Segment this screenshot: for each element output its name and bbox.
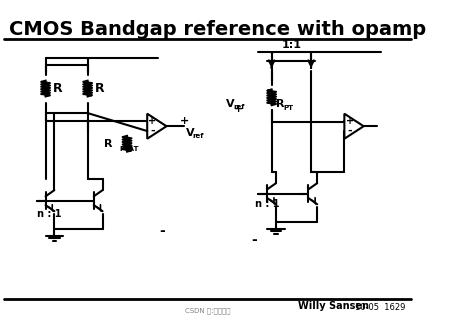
Text: R: R — [104, 139, 112, 149]
Text: +: + — [148, 117, 156, 126]
Text: V: V — [186, 128, 194, 138]
Text: n : 1: n : 1 — [37, 209, 61, 219]
Text: +: + — [234, 104, 243, 114]
Text: R: R — [95, 82, 104, 95]
Text: CMOS Bandgap reference with opamp: CMOS Bandgap reference with opamp — [9, 20, 426, 39]
Text: PTAT: PTAT — [119, 146, 139, 152]
Text: R: R — [276, 99, 284, 109]
Text: ref: ref — [193, 133, 204, 139]
Text: +: + — [346, 117, 354, 126]
Text: -: - — [347, 126, 352, 136]
Text: +: + — [179, 116, 189, 126]
Text: 10-05  1629: 10-05 1629 — [355, 303, 405, 312]
Text: -: - — [150, 126, 155, 136]
Text: Willy Sansen: Willy Sansen — [298, 301, 369, 311]
Text: R: R — [53, 82, 62, 95]
Text: ref: ref — [233, 104, 245, 110]
Text: -: - — [251, 233, 257, 247]
Text: V: V — [226, 99, 235, 109]
Text: n : 1: n : 1 — [255, 199, 280, 209]
Text: PT: PT — [283, 105, 293, 111]
Text: CSDN 号:青世益子: CSDN 号:青世益子 — [185, 307, 230, 314]
Text: -: - — [159, 224, 165, 238]
Text: 1:1: 1:1 — [282, 40, 301, 50]
